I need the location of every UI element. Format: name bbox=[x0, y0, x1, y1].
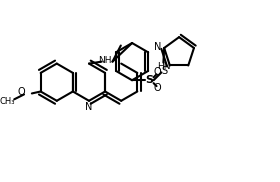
Text: HN: HN bbox=[157, 62, 170, 71]
Text: N: N bbox=[85, 102, 93, 112]
Text: O: O bbox=[154, 67, 161, 77]
Text: O: O bbox=[17, 88, 25, 98]
Text: S: S bbox=[146, 75, 154, 85]
Text: NH: NH bbox=[98, 56, 111, 65]
Text: S: S bbox=[162, 66, 168, 76]
Text: N: N bbox=[154, 42, 161, 52]
Text: CH₃: CH₃ bbox=[0, 97, 15, 106]
Text: O: O bbox=[154, 83, 161, 93]
